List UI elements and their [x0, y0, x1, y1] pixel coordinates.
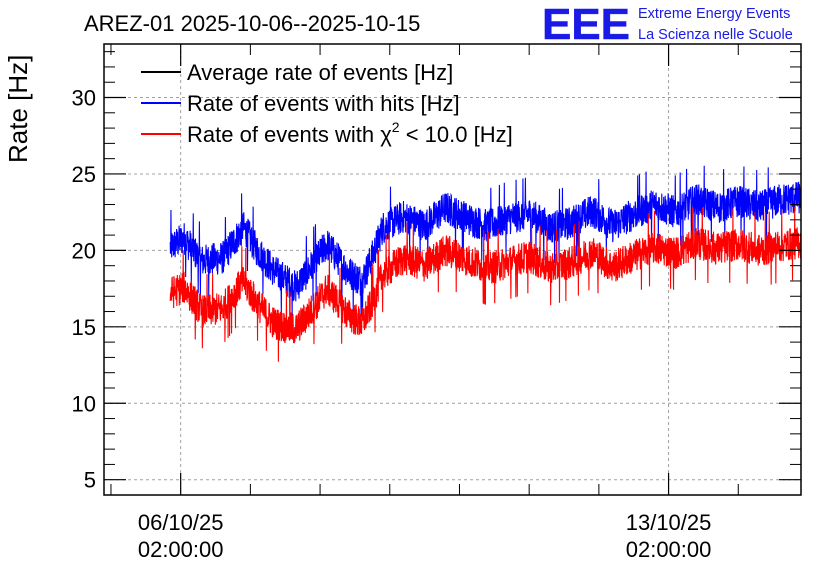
- x-tick-label-date: 06/10/25: [138, 510, 224, 535]
- series-layer: [169, 165, 801, 362]
- y-axis-label: Rate [Hz]: [3, 55, 33, 163]
- legend-label-hits: Rate of events with hits [Hz]: [187, 91, 460, 116]
- series-line-2: [169, 206, 801, 362]
- plot-frame: [103, 43, 802, 496]
- legend-label-chi2-symbol: χ: [380, 122, 392, 147]
- legend-label-chi2: Rate of events with χ2 < 10.0 [Hz]: [187, 119, 513, 147]
- legend-label-chi2-sup: 2: [392, 119, 400, 135]
- x-tick-label-time: 02:00:00: [138, 537, 224, 562]
- eee-logo: EEE Extreme Energy Events La Scienza nel…: [542, 0, 793, 49]
- legend-label-chi2-pre: Rate of events with: [187, 122, 380, 147]
- y-tick-label: 25: [72, 162, 96, 187]
- y-tick-label: 20: [72, 238, 96, 263]
- eee-logo-line2: La Scienza nelle Scuole: [638, 27, 793, 43]
- x-tick-label-date: 13/10/25: [626, 510, 712, 535]
- legend: Average rate of events [Hz] Rate of even…: [141, 60, 513, 147]
- legend-label-chi2-post: < 10.0 [Hz]: [400, 122, 513, 147]
- chart-title: AREZ-01 2025-10-06--2025-10-15: [84, 11, 420, 36]
- y-tick-label: 10: [72, 391, 96, 416]
- x-tick-label-time: 02:00:00: [626, 537, 712, 562]
- legend-label-average: Average rate of events [Hz]: [187, 60, 453, 85]
- eee-logo-line1: Extreme Energy Events: [638, 6, 790, 22]
- tick-labels: 5101520253006/10/2502:00:0013/10/2502:00…: [72, 86, 712, 562]
- y-tick-label: 15: [72, 315, 96, 340]
- y-tick-label: 5: [84, 468, 96, 493]
- y-tick-label: 30: [72, 86, 96, 111]
- eee-logo-mark: EEE: [542, 0, 630, 49]
- axis-ticks: [104, 44, 801, 496]
